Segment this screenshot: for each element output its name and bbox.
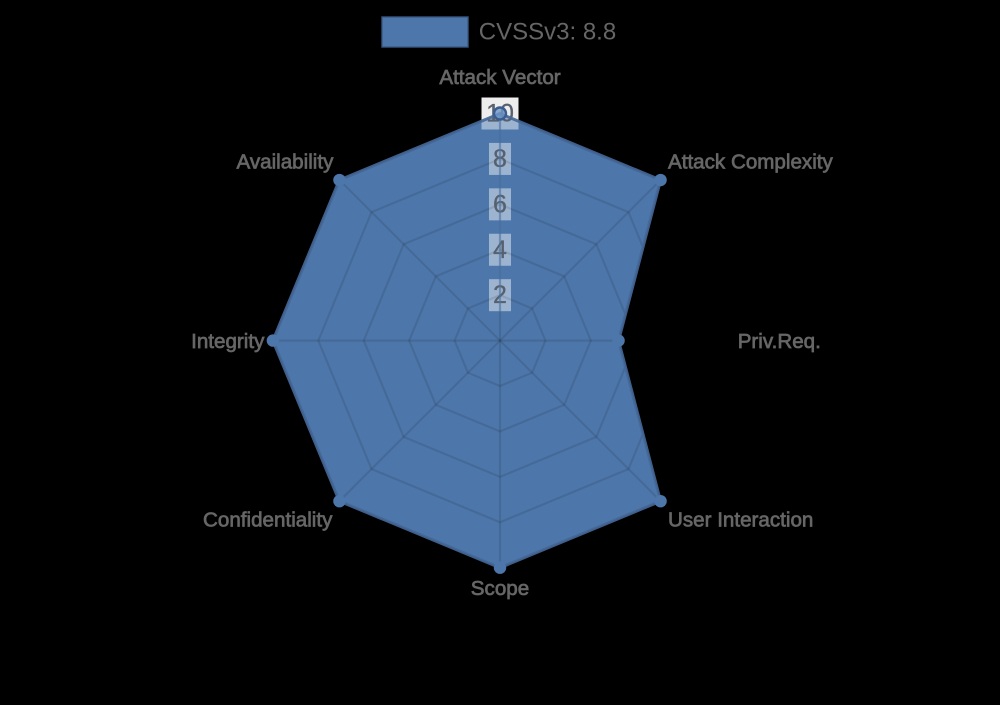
svg-text:Integrity: Integrity <box>191 330 265 353</box>
svg-text:Attack Complexity: Attack Complexity <box>668 151 834 174</box>
svg-text:Scope: Scope <box>471 577 529 600</box>
svg-text:Availability: Availability <box>236 151 334 174</box>
svg-text:Confidentiality: Confidentiality <box>203 509 333 532</box>
svg-text:User Interaction: User Interaction <box>668 509 813 532</box>
svg-text:Priv.Req.: Priv.Req. <box>738 330 821 353</box>
svg-text:CVSSv3: 8.8: CVSSv3: 8.8 <box>479 19 616 46</box>
svg-text:Attack Vector: Attack Vector <box>439 66 560 89</box>
